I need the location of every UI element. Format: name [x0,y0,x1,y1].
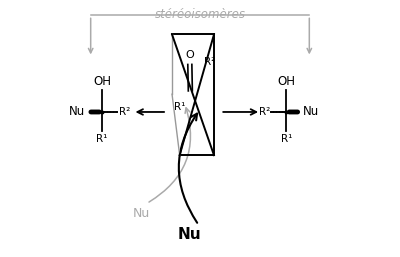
Text: R¹: R¹ [96,134,108,144]
Text: OH: OH [278,75,296,88]
Text: Nu: Nu [303,105,319,118]
Text: R¹: R¹ [174,102,185,112]
Text: stéréoisomères: stéréoisomères [154,8,246,21]
Text: R¹: R¹ [281,134,292,144]
Text: R²: R² [119,107,130,117]
Text: Nu: Nu [178,226,202,242]
Text: Nu: Nu [133,207,150,220]
Text: OH: OH [93,75,111,88]
FancyArrowPatch shape [149,108,190,202]
Text: R²: R² [259,107,270,117]
FancyArrowPatch shape [179,114,197,223]
Text: R²: R² [204,57,215,67]
Text: Nu: Nu [69,105,86,118]
Text: O: O [186,50,194,60]
